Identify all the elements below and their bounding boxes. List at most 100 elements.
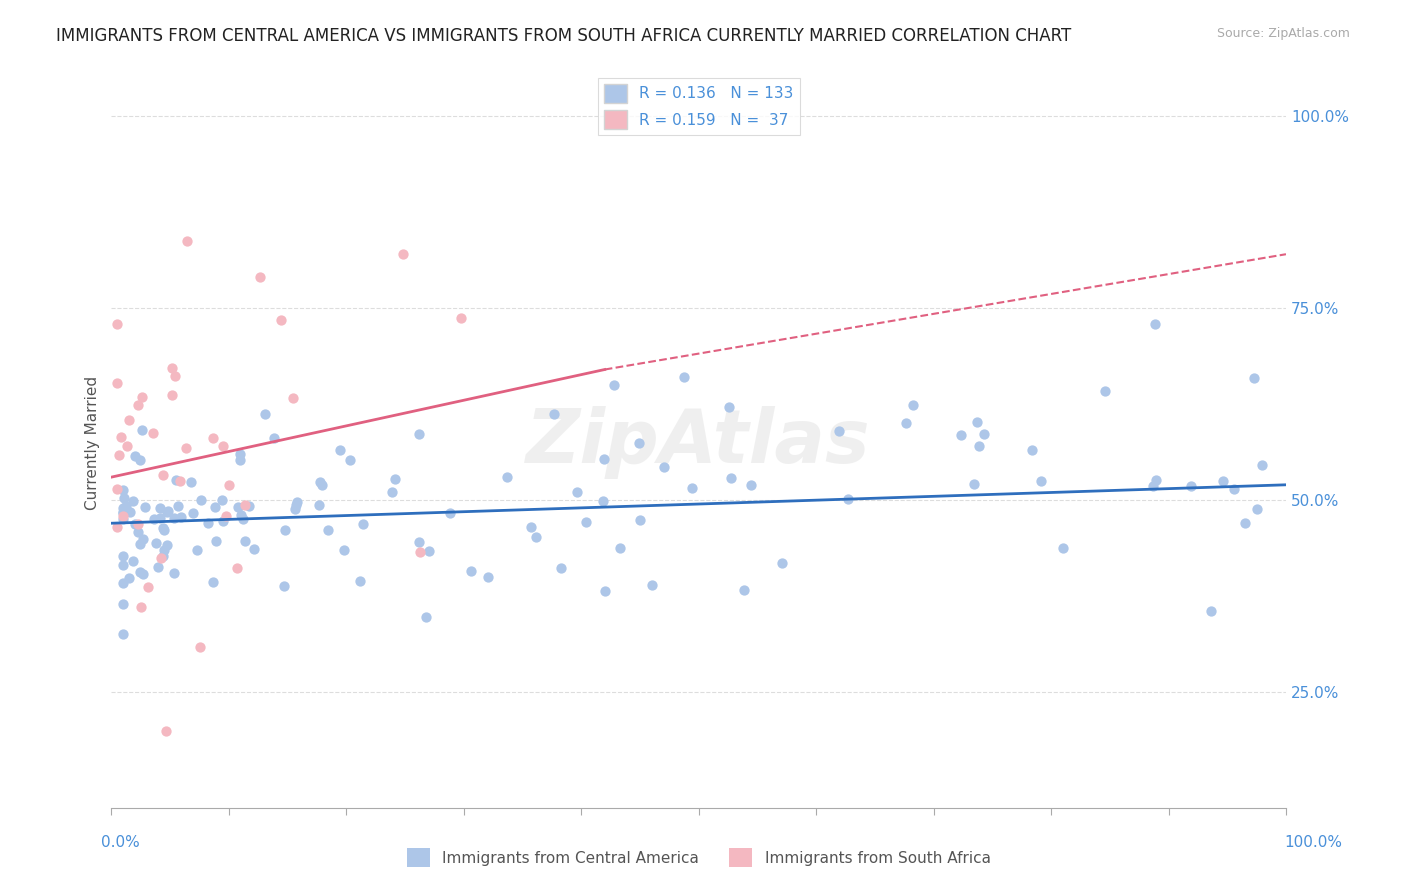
- Point: [111, 509, 134, 524]
- Point: [1251, 458, 1274, 472]
- Point: [128, 453, 150, 467]
- Point: [229, 452, 252, 467]
- Point: [391, 247, 413, 261]
- Point: [309, 475, 332, 489]
- Point: [112, 597, 135, 611]
- Point: [229, 447, 252, 461]
- Point: [190, 493, 212, 508]
- Point: [720, 471, 742, 485]
- Point: [311, 477, 333, 491]
- Text: Source: ZipAtlas.com: Source: ZipAtlas.com: [1216, 27, 1350, 40]
- Point: [575, 515, 598, 529]
- Point: [112, 501, 135, 516]
- Point: [129, 565, 152, 579]
- Point: [1143, 317, 1166, 331]
- Point: [450, 310, 472, 325]
- Point: [717, 401, 740, 415]
- Point: [740, 477, 762, 491]
- Point: [149, 550, 172, 565]
- Point: [124, 516, 146, 531]
- Point: [1243, 371, 1265, 385]
- Point: [142, 426, 165, 441]
- Point: [609, 541, 631, 556]
- Point: [142, 512, 165, 526]
- Point: [592, 493, 614, 508]
- Point: [966, 415, 988, 429]
- Point: [218, 477, 240, 491]
- Point: [1142, 478, 1164, 492]
- Point: [1222, 482, 1244, 496]
- Point: [174, 441, 197, 455]
- Point: [1246, 502, 1268, 516]
- Point: [627, 436, 650, 450]
- Point: [1212, 475, 1234, 489]
- Point: [132, 532, 155, 546]
- Point: [408, 427, 430, 442]
- Point: [215, 509, 238, 524]
- Point: [828, 424, 851, 438]
- Point: [112, 549, 135, 563]
- Point: [155, 723, 177, 738]
- Point: [733, 583, 755, 598]
- Point: [339, 453, 361, 467]
- Point: [962, 476, 984, 491]
- Point: [283, 391, 305, 405]
- Point: [592, 451, 614, 466]
- Point: [117, 439, 139, 453]
- Point: [565, 484, 588, 499]
- Point: [439, 506, 461, 520]
- Point: [229, 508, 252, 523]
- Point: [188, 640, 211, 654]
- Point: [263, 431, 285, 445]
- Point: [233, 534, 256, 549]
- Point: [233, 499, 256, 513]
- Point: [146, 559, 169, 574]
- Point: [166, 499, 188, 513]
- Point: [160, 360, 183, 375]
- Point: [112, 575, 135, 590]
- Point: [129, 599, 152, 614]
- Point: [654, 460, 676, 475]
- Point: [1052, 541, 1074, 555]
- Point: [112, 626, 135, 640]
- Point: [519, 520, 541, 534]
- Point: [384, 472, 406, 486]
- Point: [180, 475, 202, 489]
- Point: [152, 521, 174, 535]
- Point: [1199, 604, 1222, 618]
- Point: [105, 482, 128, 496]
- Point: [274, 523, 297, 537]
- Point: [127, 525, 149, 540]
- Point: [170, 509, 193, 524]
- Point: [316, 523, 339, 537]
- Point: [1031, 474, 1053, 488]
- Point: [118, 572, 141, 586]
- Point: [112, 505, 135, 519]
- Point: [381, 485, 404, 500]
- Point: [415, 609, 437, 624]
- Point: [121, 554, 143, 568]
- Point: [969, 439, 991, 453]
- Point: [349, 574, 371, 588]
- Point: [681, 481, 703, 495]
- Point: [105, 318, 128, 332]
- Text: ZipAtlas: ZipAtlas: [526, 406, 870, 479]
- Point: [477, 570, 499, 584]
- Point: [152, 549, 174, 563]
- Point: [131, 423, 153, 437]
- Point: [550, 560, 572, 574]
- Point: [202, 574, 225, 589]
- Point: [352, 517, 374, 532]
- Point: [114, 491, 136, 505]
- Point: [284, 498, 307, 512]
- Point: [495, 470, 517, 484]
- Point: [238, 499, 260, 513]
- Point: [212, 439, 235, 453]
- Point: [124, 450, 146, 464]
- Point: [156, 538, 179, 552]
- Text: IMMIGRANTS FROM CENTRAL AMERICA VS IMMIGRANTS FROM SOUTH AFRICA CURRENTLY MARRIE: IMMIGRANTS FROM CENTRAL AMERICA VS IMMIG…: [56, 27, 1071, 45]
- Point: [212, 514, 235, 528]
- Legend: R = 0.136   N = 133, R = 0.159   N =  37: R = 0.136 N = 133, R = 0.159 N = 37: [598, 78, 800, 135]
- Point: [1234, 516, 1257, 530]
- Point: [127, 398, 149, 412]
